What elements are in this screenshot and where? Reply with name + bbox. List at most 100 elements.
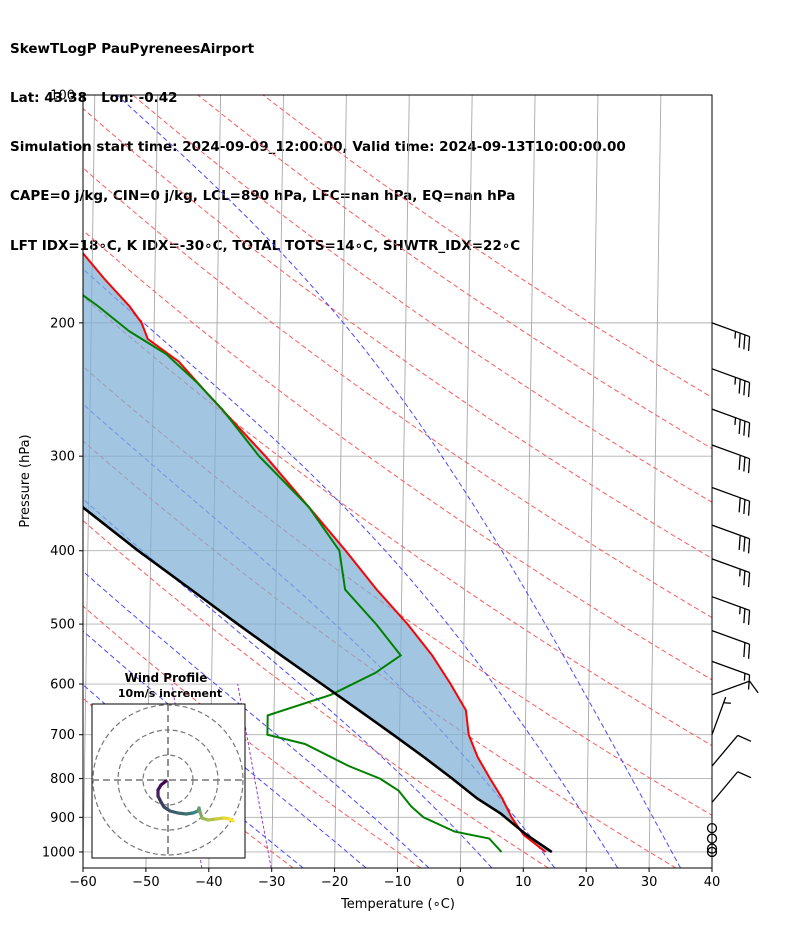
barb-flag [743, 456, 746, 472]
x-tick-label: −40 [195, 875, 222, 890]
time-line: Simulation start time: 2024-09-09_12:00:… [10, 139, 626, 156]
wind-barb [706, 833, 718, 844]
barb-shaft [711, 524, 750, 540]
wind-barb [711, 771, 752, 803]
barb-flag [743, 421, 746, 436]
barb-half-flag [739, 569, 741, 577]
cin-shade [83, 253, 552, 852]
inset-subtitle: 10m/s increment [118, 687, 222, 700]
y-axis-label: Pressure (hPa) [18, 434, 33, 527]
header-block: SkewTLogP PauPyreneesAirport Lat: 43.38 … [10, 8, 626, 270]
barb-flag [747, 501, 751, 516]
y-tick-label: 300 [50, 450, 75, 465]
wind-barb [711, 558, 751, 588]
calm-circle [706, 843, 718, 854]
barb-shaft [711, 771, 739, 803]
moist-adiabat [116, 95, 681, 868]
x-tick-label: 30 [641, 875, 658, 890]
dry-adiabat [83, 229, 712, 681]
barb-flag [743, 499, 746, 515]
barb-flag [738, 333, 741, 348]
wind-barb [711, 408, 751, 438]
x-tick-label: 20 [578, 875, 595, 890]
x-tick-label: −20 [321, 875, 348, 890]
wind-profile-inset: Wind Profile 10m/s increment [91, 671, 246, 859]
title-line: SkewTLogP PauPyreneesAirport [10, 40, 255, 57]
barb-shaft [711, 596, 750, 611]
dry-adiabat [83, 107, 712, 560]
barb-flag [747, 644, 751, 659]
barb-half-flag [739, 606, 741, 615]
barb-shaft [711, 629, 750, 645]
y-tick-label: 400 [50, 544, 75, 559]
barb-flag [749, 680, 759, 694]
dry-adiabat [197, 95, 712, 450]
wind-barb [711, 486, 751, 516]
barb-flag [743, 608, 746, 624]
dry-adiabat [262, 95, 712, 399]
index-line: LFT IDX=18∘C, K IDX=-30∘C, TOTAL TOTS=14… [10, 237, 521, 254]
barb-flag [743, 537, 746, 552]
calm-circle [706, 833, 718, 844]
isotherm-line [522, 95, 536, 868]
barb-shaft [711, 444, 750, 460]
x-tick-label: −30 [258, 875, 285, 890]
barb-flag [737, 734, 752, 742]
y-tick-label: 100 [50, 89, 75, 104]
wind-barb [711, 596, 751, 625]
moist-adiabat [83, 630, 367, 868]
dewpoint-line [83, 294, 503, 853]
x-tick-label: 0 [456, 875, 464, 890]
barb-shaft [711, 322, 750, 338]
x-axis-label: Temperature (∘C) [340, 897, 455, 912]
temperature-line [83, 251, 547, 853]
inset-title: Wind Profile [125, 671, 208, 685]
dry-adiabat [83, 519, 549, 868]
dry-adiabat [83, 167, 712, 619]
dry-adiabat [83, 605, 421, 868]
wind-barb [711, 444, 751, 474]
barb-flag [738, 419, 741, 434]
wind-barb [711, 368, 751, 398]
isotherm-line [711, 838, 712, 868]
y-tick-label: 600 [50, 678, 75, 693]
isotherm-line [585, 95, 599, 868]
x-tick-label: 10 [515, 875, 532, 890]
x-tick-label: −60 [69, 875, 96, 890]
hodo-segment [228, 817, 235, 823]
y-tick-label: 500 [50, 618, 75, 633]
x-tick-label: −10 [384, 875, 411, 890]
barb-flag [743, 570, 746, 586]
barb-flag [738, 497, 741, 513]
barb-flag [747, 610, 751, 625]
wind-barb [711, 660, 751, 690]
barb-half-flag [734, 377, 737, 385]
barb-flag [747, 538, 751, 554]
barb-flag [738, 379, 741, 394]
barb-flag [747, 382, 751, 398]
isotherm-line [648, 95, 662, 868]
barb-flag [737, 771, 752, 779]
barb-half-flag [723, 702, 731, 704]
barb-flag [747, 572, 751, 588]
barb-shaft [711, 696, 727, 735]
wind-barb [711, 524, 751, 554]
barb-shaft [711, 734, 739, 767]
wind-barb [711, 696, 731, 735]
barb-shaft [711, 680, 750, 696]
y-tick-label: 200 [50, 316, 75, 331]
x-tick-label: 40 [704, 875, 721, 890]
barb-shaft [711, 368, 750, 384]
calm-circle [706, 822, 718, 834]
barb-flag [743, 380, 746, 396]
y-tick-label: 900 [50, 811, 75, 826]
wind-barb [711, 629, 751, 659]
wind-barb [706, 843, 718, 854]
barb-flag [743, 334, 746, 350]
barb-half-flag [734, 417, 737, 425]
parcel-line [83, 505, 553, 854]
barb-flag [747, 422, 751, 438]
y-tick-label: 1000 [42, 845, 75, 860]
barb-shaft [711, 660, 750, 676]
